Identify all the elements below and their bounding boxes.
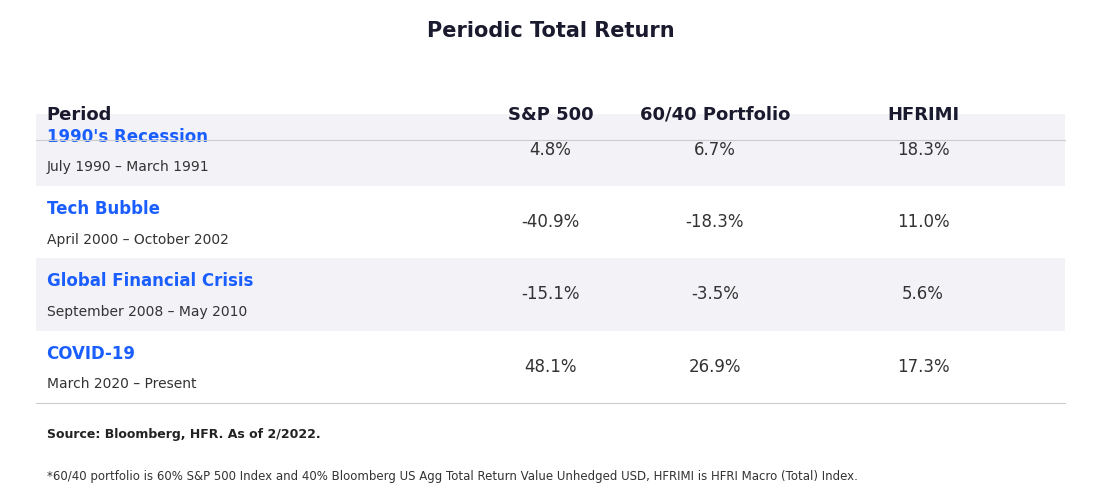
Text: 4.8%: 4.8% — [530, 141, 571, 159]
Text: Source: Bloomberg, HFR. As of 2/2022.: Source: Bloomberg, HFR. As of 2/2022. — [46, 429, 320, 441]
Text: 11.0%: 11.0% — [896, 213, 949, 231]
Text: Periodic Total Return: Periodic Total Return — [427, 21, 674, 41]
Text: 6.7%: 6.7% — [694, 141, 735, 159]
Text: March 2020 – Present: March 2020 – Present — [46, 378, 196, 391]
Text: -18.3%: -18.3% — [686, 213, 744, 231]
Text: 18.3%: 18.3% — [896, 141, 949, 159]
Text: S&P 500: S&P 500 — [508, 106, 593, 124]
Text: COVID-19: COVID-19 — [46, 345, 135, 363]
Text: HFRIMI: HFRIMI — [887, 106, 959, 124]
Text: Tech Bubble: Tech Bubble — [46, 200, 160, 218]
Text: -40.9%: -40.9% — [522, 213, 579, 231]
Text: September 2008 – May 2010: September 2008 – May 2010 — [46, 305, 247, 319]
Text: 26.9%: 26.9% — [688, 358, 741, 376]
Text: 1990's Recession: 1990's Recession — [46, 128, 208, 146]
FancyBboxPatch shape — [35, 114, 1066, 186]
Text: *60/40 portfolio is 60% S&P 500 Index and 40% Bloomberg US Agg Total Return Valu: *60/40 portfolio is 60% S&P 500 Index an… — [46, 470, 858, 484]
Text: 17.3%: 17.3% — [896, 358, 949, 376]
FancyBboxPatch shape — [35, 258, 1066, 330]
Text: 5.6%: 5.6% — [902, 285, 944, 303]
Text: Period: Period — [46, 106, 112, 124]
Text: July 1990 – March 1991: July 1990 – March 1991 — [46, 160, 209, 174]
Text: 48.1%: 48.1% — [524, 358, 577, 376]
Text: -15.1%: -15.1% — [521, 285, 580, 303]
Text: -3.5%: -3.5% — [691, 285, 739, 303]
Text: 60/40 Portfolio: 60/40 Portfolio — [640, 106, 791, 124]
Text: Global Financial Crisis: Global Financial Crisis — [46, 272, 253, 290]
Text: April 2000 – October 2002: April 2000 – October 2002 — [46, 233, 229, 247]
